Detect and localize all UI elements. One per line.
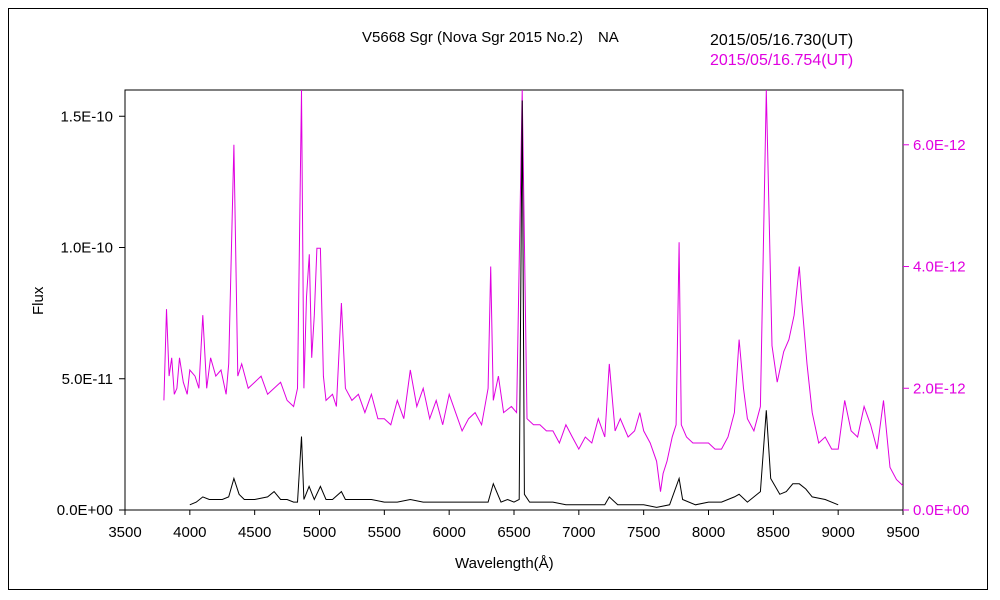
y-left-tick-label: 1.5E-10: [60, 108, 113, 125]
y-right-tick-label: 2.0E-12: [913, 380, 966, 397]
x-tick-label: 8500: [757, 524, 790, 541]
y-left-tick-label: 1.0E-10: [60, 240, 113, 257]
x-tick-label: 5000: [303, 524, 336, 541]
x-tick-label: 3500: [108, 524, 141, 541]
y-left-tick-label: 0.0E+00: [57, 502, 113, 519]
series-layer: [163, 90, 903, 508]
y-axis-right: 0.0E+00 2.0E-12 4.0E-12 6.0E-12: [903, 137, 969, 519]
x-tick-label: 4500: [238, 524, 271, 541]
y-right-tick-label: 6.0E-12: [913, 137, 966, 154]
x-tick-label: 5500: [368, 524, 401, 541]
y-left-tick-label: 5.0E-11: [62, 371, 113, 388]
x-tick-label: 9500: [886, 524, 919, 541]
x-tick-label: 4000: [173, 524, 206, 541]
y-right-tick-label: 0.0E+00: [913, 502, 969, 519]
x-axis: 3500 4000 4500 5000 5500 6000 6500 7000 7500 8000…: [108, 510, 920, 541]
x-tick-label: 7000: [562, 524, 595, 541]
x-tick-label: 9000: [821, 524, 854, 541]
x-tick-label: 8000: [692, 524, 725, 541]
legend-series-1: 2015/05/16.730(UT): [710, 32, 853, 49]
x-tick-label: 6500: [497, 524, 530, 541]
x-tick-label: 6000: [432, 524, 465, 541]
y-right-tick-label: 4.0E-12: [913, 259, 966, 276]
y-axis-label: Flux: [30, 286, 47, 315]
x-axis-label: Wavelength(Å): [455, 555, 554, 572]
x-tick-label: 7500: [627, 524, 660, 541]
y-axis-left: 0.0E+00 5.0E-11 1.0E-10 1.5E-10: [57, 108, 125, 519]
series-line-1: [189, 100, 839, 508]
series-line-2: [163, 90, 903, 492]
chart-title: V5668 Sgr (Nova Sgr 2015 No.2) NA: [362, 29, 619, 46]
plot-area: [124, 89, 904, 511]
legend-series-2: 2015/05/16.754(UT): [710, 52, 853, 69]
chart-frame: [8, 8, 988, 590]
